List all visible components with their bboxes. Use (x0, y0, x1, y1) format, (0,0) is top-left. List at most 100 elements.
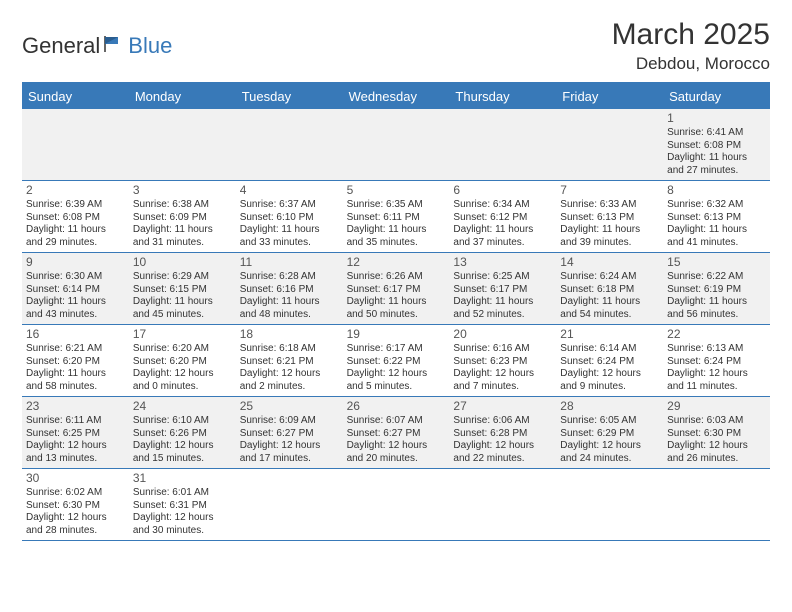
day-cell: 13Sunrise: 6:25 AMSunset: 6:17 PMDayligh… (449, 253, 556, 324)
day-number: 26 (347, 399, 446, 414)
day-detail: Sunrise: 6:22 AM (667, 271, 766, 284)
day-detail: Sunrise: 6:30 AM (26, 271, 125, 284)
day-cell: 15Sunrise: 6:22 AMSunset: 6:19 PMDayligh… (663, 253, 770, 324)
day-cell: 6Sunrise: 6:34 AMSunset: 6:12 PMDaylight… (449, 181, 556, 252)
day-detail: and 31 minutes. (133, 237, 232, 250)
day-cell: 31Sunrise: 6:01 AMSunset: 6:31 PMDayligh… (129, 469, 236, 540)
day-detail: Sunset: 6:11 PM (347, 212, 446, 225)
day-detail: Sunrise: 6:41 AM (667, 127, 766, 140)
day-detail: Sunset: 6:30 PM (667, 428, 766, 441)
day-cell (22, 109, 129, 180)
day-detail: Daylight: 11 hours (26, 368, 125, 381)
day-number: 27 (453, 399, 552, 414)
day-detail: Daylight: 12 hours (133, 368, 232, 381)
day-cell: 25Sunrise: 6:09 AMSunset: 6:27 PMDayligh… (236, 397, 343, 468)
day-detail: and 9 minutes. (560, 381, 659, 394)
day-number: 30 (26, 471, 125, 486)
day-detail: and 29 minutes. (26, 237, 125, 250)
day-detail: Sunset: 6:28 PM (453, 428, 552, 441)
day-cell (129, 109, 236, 180)
day-detail: Daylight: 12 hours (347, 368, 446, 381)
day-number: 29 (667, 399, 766, 414)
day-detail: Sunset: 6:29 PM (560, 428, 659, 441)
day-number: 15 (667, 255, 766, 270)
day-detail: Daylight: 11 hours (347, 296, 446, 309)
day-detail: Daylight: 12 hours (560, 440, 659, 453)
location: Debdou, Morocco (612, 54, 770, 74)
day-detail: and 50 minutes. (347, 309, 446, 322)
day-detail: Daylight: 11 hours (26, 224, 125, 237)
day-cell: 5Sunrise: 6:35 AMSunset: 6:11 PMDaylight… (343, 181, 450, 252)
day-detail: and 15 minutes. (133, 453, 232, 466)
day-detail: Daylight: 12 hours (133, 512, 232, 525)
day-detail: Sunset: 6:08 PM (26, 212, 125, 225)
day-detail: Sunset: 6:09 PM (133, 212, 232, 225)
day-detail: and 33 minutes. (240, 237, 339, 250)
day-detail: Sunrise: 6:11 AM (26, 415, 125, 428)
day-detail: and 56 minutes. (667, 309, 766, 322)
day-number: 9 (26, 255, 125, 270)
day-detail: and 35 minutes. (347, 237, 446, 250)
day-detail: Sunrise: 6:06 AM (453, 415, 552, 428)
day-cell: 7Sunrise: 6:33 AMSunset: 6:13 PMDaylight… (556, 181, 663, 252)
day-detail: Daylight: 11 hours (133, 296, 232, 309)
week-row: 1Sunrise: 6:41 AMSunset: 6:08 PMDaylight… (22, 109, 770, 181)
day-detail: Sunrise: 6:09 AM (240, 415, 339, 428)
day-number: 18 (240, 327, 339, 342)
day-number: 20 (453, 327, 552, 342)
weekday-label: Friday (556, 84, 663, 109)
day-detail: Sunset: 6:21 PM (240, 356, 339, 369)
day-detail: Sunrise: 6:32 AM (667, 199, 766, 212)
day-detail: Sunrise: 6:13 AM (667, 343, 766, 356)
week-row: 2Sunrise: 6:39 AMSunset: 6:08 PMDaylight… (22, 181, 770, 253)
logo: General Blue (22, 33, 172, 59)
day-detail: Daylight: 12 hours (347, 440, 446, 453)
day-detail: and 0 minutes. (133, 381, 232, 394)
day-number: 5 (347, 183, 446, 198)
day-detail: Daylight: 12 hours (26, 512, 125, 525)
day-detail: and 28 minutes. (26, 525, 125, 538)
week-row: 23Sunrise: 6:11 AMSunset: 6:25 PMDayligh… (22, 397, 770, 469)
week-row: 9Sunrise: 6:30 AMSunset: 6:14 PMDaylight… (22, 253, 770, 325)
day-number: 13 (453, 255, 552, 270)
day-number: 25 (240, 399, 339, 414)
day-number: 21 (560, 327, 659, 342)
day-detail: Sunrise: 6:37 AM (240, 199, 339, 212)
day-detail: Sunset: 6:19 PM (667, 284, 766, 297)
day-detail: Sunset: 6:15 PM (133, 284, 232, 297)
day-detail: and 45 minutes. (133, 309, 232, 322)
day-detail: Sunset: 6:20 PM (133, 356, 232, 369)
day-detail: Sunset: 6:16 PM (240, 284, 339, 297)
day-cell: 1Sunrise: 6:41 AMSunset: 6:08 PMDaylight… (663, 109, 770, 180)
day-detail: Sunset: 6:26 PM (133, 428, 232, 441)
day-cell: 18Sunrise: 6:18 AMSunset: 6:21 PMDayligh… (236, 325, 343, 396)
brand-part-1: General (22, 33, 100, 59)
day-number: 7 (560, 183, 659, 198)
day-cell: 22Sunrise: 6:13 AMSunset: 6:24 PMDayligh… (663, 325, 770, 396)
day-detail: Sunrise: 6:18 AM (240, 343, 339, 356)
day-detail: Daylight: 11 hours (667, 152, 766, 165)
day-detail: Sunset: 6:24 PM (560, 356, 659, 369)
calendar: Sunday Monday Tuesday Wednesday Thursday… (22, 82, 770, 541)
day-detail: and 41 minutes. (667, 237, 766, 250)
day-detail: Daylight: 11 hours (667, 296, 766, 309)
day-cell (449, 109, 556, 180)
day-detail: Sunrise: 6:29 AM (133, 271, 232, 284)
day-detail: Daylight: 11 hours (453, 224, 552, 237)
day-detail: Daylight: 11 hours (667, 224, 766, 237)
day-cell (236, 109, 343, 180)
day-detail: Sunrise: 6:39 AM (26, 199, 125, 212)
day-detail: Daylight: 12 hours (667, 440, 766, 453)
day-detail: Sunset: 6:23 PM (453, 356, 552, 369)
day-detail: Sunrise: 6:05 AM (560, 415, 659, 428)
weekday-header: Sunday Monday Tuesday Wednesday Thursday… (22, 84, 770, 109)
day-detail: Sunrise: 6:01 AM (133, 487, 232, 500)
day-detail: Sunset: 6:24 PM (667, 356, 766, 369)
day-cell (343, 109, 450, 180)
day-detail: Daylight: 12 hours (133, 440, 232, 453)
day-detail: Sunrise: 6:10 AM (133, 415, 232, 428)
day-cell: 24Sunrise: 6:10 AMSunset: 6:26 PMDayligh… (129, 397, 236, 468)
flag-icon (104, 33, 126, 59)
day-detail: Sunrise: 6:38 AM (133, 199, 232, 212)
day-number: 12 (347, 255, 446, 270)
